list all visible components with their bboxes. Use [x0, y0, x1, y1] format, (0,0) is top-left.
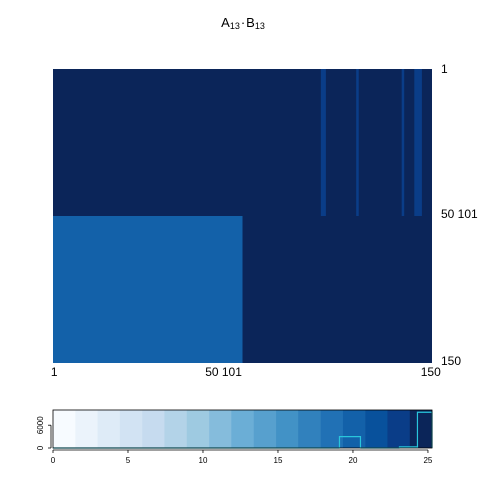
chart-title: A13·B13: [221, 15, 265, 31]
col-label: 150: [421, 365, 441, 379]
key-cell: [320, 410, 344, 448]
key-cell: [342, 410, 366, 448]
row-label: 1: [441, 62, 448, 76]
key-x-tick-label: 5: [126, 456, 131, 465]
key-cell: [97, 410, 121, 448]
heat-block: [53, 216, 243, 363]
col-label: 50 101: [205, 365, 242, 379]
key-cell: [387, 410, 411, 448]
key-cell: [164, 410, 188, 448]
col-label: 1: [51, 365, 58, 379]
key-cell: [276, 410, 299, 448]
heat-block: [356, 69, 359, 216]
key-cell: [186, 410, 210, 448]
heat-block: [320, 69, 326, 216]
key-frame: [52, 409, 433, 449]
heat-block: [53, 69, 432, 216]
key-x-tick-label: 15: [274, 456, 283, 465]
key-cell: [53, 410, 76, 448]
key-y-tick-label: 6000: [36, 416, 45, 434]
heat-block: [414, 69, 422, 216]
key-cell: [253, 410, 277, 448]
key-x-tick-label: 25: [423, 456, 432, 465]
key-cell: [298, 410, 321, 448]
key-cell: [409, 410, 433, 448]
hist-bar: [338, 436, 362, 448]
key-cell: [365, 410, 388, 448]
key-cell: [75, 410, 98, 448]
heat-block: [401, 69, 405, 216]
key-cell: [209, 410, 232, 448]
key-x-tick-label: 10: [199, 456, 208, 465]
key-y-tick-label: 0: [36, 445, 45, 450]
key-cell: [142, 410, 165, 448]
row-label: 150: [441, 354, 461, 368]
heat-block: [242, 216, 432, 363]
key-x-tick-label: 20: [349, 456, 358, 465]
key-cell: [119, 410, 143, 448]
key-x-tick-label: 0: [51, 456, 56, 465]
row-label: 50 101: [441, 207, 478, 221]
key-cell: [231, 410, 254, 448]
